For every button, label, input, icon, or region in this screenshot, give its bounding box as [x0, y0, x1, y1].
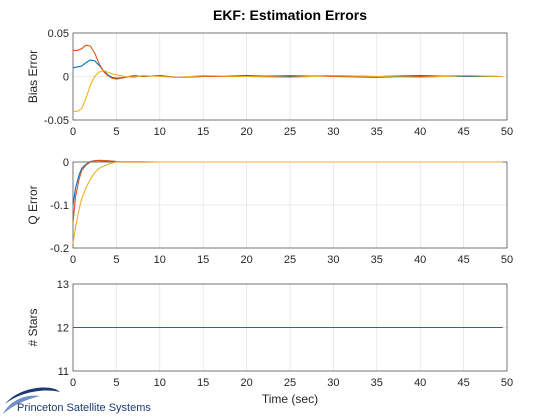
y-tick-label: 13 [57, 279, 69, 291]
x-tick-label: 45 [457, 254, 469, 266]
y-tick-label: -0.05 [44, 115, 69, 127]
x-tick-label: 35 [371, 254, 383, 266]
x-tick-label: 50 [501, 254, 513, 266]
y-tick-label: -0.1 [50, 200, 69, 212]
x-tick-label: 5 [113, 254, 119, 266]
x-tick-label: 20 [240, 126, 252, 138]
x-tick-label: 50 [501, 126, 513, 138]
x-tick-label: 5 [113, 126, 119, 138]
x-tick-label: 15 [197, 377, 209, 389]
logo-swoosh-icon [5, 387, 60, 404]
x-tick-label: 35 [371, 377, 383, 389]
y-tick-label: 0 [63, 157, 69, 169]
subplot-2: 0 5 10 15 20 25 30 35 40 45 50 -0.2 -0.1 0 Q Error [26, 157, 513, 266]
y-tick-label: 0.05 [48, 28, 69, 40]
x-tick-label: 35 [371, 126, 383, 138]
x-tick-label: 50 [501, 377, 513, 389]
x-tick-label: 0 [70, 254, 76, 266]
series-line-3 [73, 69, 503, 112]
x-tick-label: 40 [414, 377, 426, 389]
x-tick-label: 10 [154, 254, 166, 266]
x-tick-label: 20 [240, 377, 252, 389]
chart-title: EKF: Estimation Errors [213, 7, 367, 23]
y-tick-label: -0.2 [50, 243, 69, 255]
y-axis-label: Bias Error [26, 50, 40, 103]
x-tick-label: 15 [197, 254, 209, 266]
x-tick-label: 0 [70, 377, 76, 389]
subplot-3: 0 5 10 15 20 25 30 35 40 45 50 11 12 13 # Stars Time (s… [26, 279, 513, 406]
y-axis-label: Q Error [26, 185, 40, 224]
x-tick-label: 25 [284, 254, 296, 266]
x-tick-label: 45 [457, 377, 469, 389]
company-logo: Princeton Satellite Systems [3, 387, 151, 414]
x-tick-label: 45 [457, 126, 469, 138]
series-line-3 [72, 161, 503, 244]
x-tick-label: 30 [327, 377, 339, 389]
x-tick-label: 40 [414, 126, 426, 138]
x-tick-label: 20 [240, 254, 252, 266]
y-tick-label: 0 [63, 72, 69, 84]
x-tick-label: 40 [414, 254, 426, 266]
x-tick-label: 25 [284, 377, 296, 389]
x-tick-label: 10 [154, 377, 166, 389]
axes-frame [72, 32, 508, 121]
logo-swoosh-accent-icon [3, 395, 40, 414]
x-tick-label: 10 [154, 126, 166, 138]
x-axis-label: Time (sec) [262, 392, 318, 406]
x-tick-label: 15 [197, 126, 209, 138]
x-tick-label: 30 [327, 126, 339, 138]
y-tick-label: 11 [58, 366, 69, 378]
logo-text: Princeton Satellite Systems [17, 402, 151, 414]
y-axis-label: # Stars [26, 308, 40, 346]
x-tick-label: 25 [284, 126, 296, 138]
x-tick-label: 0 [70, 126, 76, 138]
x-tick-label: 30 [327, 254, 339, 266]
x-tick-label: 5 [113, 377, 119, 389]
y-tick-label: 12 [57, 323, 69, 335]
